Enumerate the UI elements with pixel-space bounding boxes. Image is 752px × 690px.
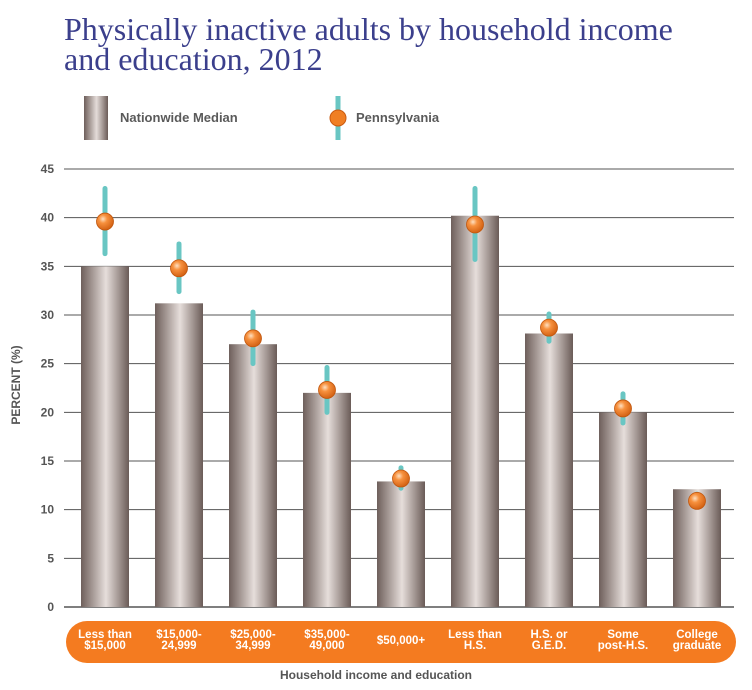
y-tick-label: 20 (41, 405, 55, 419)
x-tick-label: College graduate (673, 629, 722, 652)
point-pennsylvania (688, 492, 706, 510)
bar-nationwide-median (155, 303, 203, 607)
category-band: Less than $15,000 $15,000-24,999 $25,000-34… (66, 621, 736, 663)
bar-nationwide-median (303, 392, 351, 607)
y-tick-label: 10 (41, 503, 55, 517)
x-tick-label: Less than $15,000 (78, 629, 132, 652)
bar-nationwide-median (451, 215, 499, 607)
y-tick-label: 30 (41, 308, 55, 322)
bar-nationwide-median (599, 412, 647, 607)
point-pennsylvania (614, 399, 632, 418)
point-pennsylvania (318, 381, 336, 399)
x-tick-label: $50,000+ (377, 635, 426, 647)
point-pennsylvania (96, 212, 114, 231)
bar-nationwide-median (525, 333, 573, 607)
point-pennsylvania (392, 469, 410, 488)
legend-item-state: Pennsylvania (326, 96, 486, 140)
y-tick-label: 5 (47, 551, 54, 565)
legend-item-median: Nationwide Median (84, 96, 284, 140)
point-pennsylvania (466, 215, 484, 234)
y-tick-label: 40 (41, 211, 55, 225)
y-tick-label: 35 (41, 259, 55, 273)
x-tick-label: H.S. or G.E.D. (530, 629, 568, 652)
point-pennsylvania (244, 329, 262, 348)
x-tick-label: $35,000-49,000 (304, 629, 350, 652)
chart-title: Physically inactive adults by household … (64, 11, 744, 77)
chart-title-line-2: and education, 2012 (64, 41, 323, 77)
bar-nationwide-median (81, 266, 129, 607)
x-tick-label: Less than H.S. (448, 629, 502, 652)
legend-bar-swatch (84, 96, 108, 140)
y-axis-label: PERCENT (%) (9, 345, 23, 424)
y-tick-label: 45 (41, 162, 55, 176)
legend-label-state: Pennsylvania (356, 110, 440, 125)
legend-label-median: Nationwide Median (120, 110, 238, 125)
legend-marker-swatch (329, 96, 347, 140)
y-tick-label: 25 (41, 357, 55, 371)
chart-title-line-1: Physically inactive adults by household … (64, 11, 673, 47)
point-pennsylvania (170, 259, 188, 278)
x-tick-label: $15,000-24,999 (156, 629, 202, 652)
point-pennsylvania (540, 318, 558, 337)
bar-nationwide-median (377, 481, 425, 607)
bar-nationwide-median (229, 344, 277, 607)
y-tick-label: 15 (41, 454, 55, 468)
x-tick-label: Some post-H.S. (598, 629, 648, 652)
bar-layer (81, 215, 721, 607)
x-tick-label: $25,000-34,999 (230, 629, 276, 652)
point-layer (96, 185, 706, 510)
x-axis-label: Household income and education (279, 668, 473, 682)
y-tick-layer: 0 5 10 15 20 25 30 35 40 45 (41, 162, 55, 614)
category-band-background (66, 621, 736, 663)
y-tick-label: 0 (47, 600, 54, 614)
